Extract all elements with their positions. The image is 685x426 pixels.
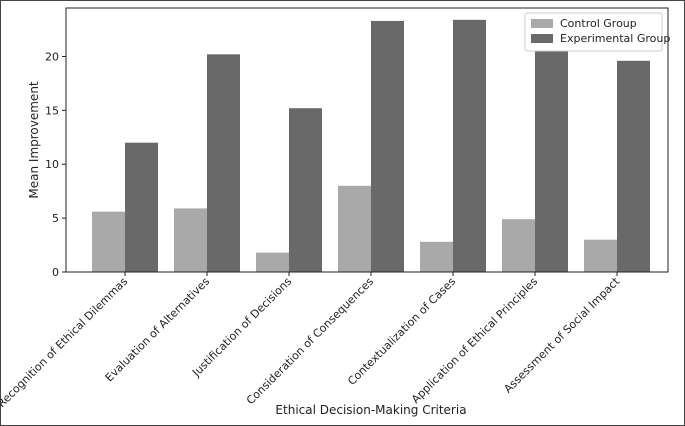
legend-label: Control Group: [560, 17, 637, 30]
y-tick-label: 5: [52, 212, 59, 225]
plot-border: [65, 7, 669, 273]
legend-swatch: [531, 34, 553, 43]
bar: [289, 108, 322, 272]
y-tick-label: 10: [45, 158, 59, 171]
legend-swatch: [531, 19, 553, 28]
legend-label: Experimental Group: [560, 32, 670, 45]
legend-box: [524, 12, 663, 52]
y-tick-label: 0: [52, 266, 59, 279]
bar: [92, 211, 125, 272]
bar: [420, 241, 453, 272]
y-tick-label: 20: [45, 50, 59, 63]
bar: [535, 46, 568, 272]
bar: [174, 208, 207, 272]
bar: [502, 219, 535, 272]
y-tick-label: 15: [45, 104, 59, 117]
bar: [207, 54, 240, 273]
bar: [584, 239, 617, 272]
bar: [453, 19, 486, 273]
y-axis-label: Mean Improvement: [27, 81, 41, 199]
bar: [256, 252, 289, 272]
bar: [125, 142, 158, 272]
x-axis-label: Ethical Decision-Making Criteria: [275, 403, 466, 417]
bar: [371, 20, 404, 272]
bar: [617, 60, 650, 272]
bar: [338, 185, 371, 272]
